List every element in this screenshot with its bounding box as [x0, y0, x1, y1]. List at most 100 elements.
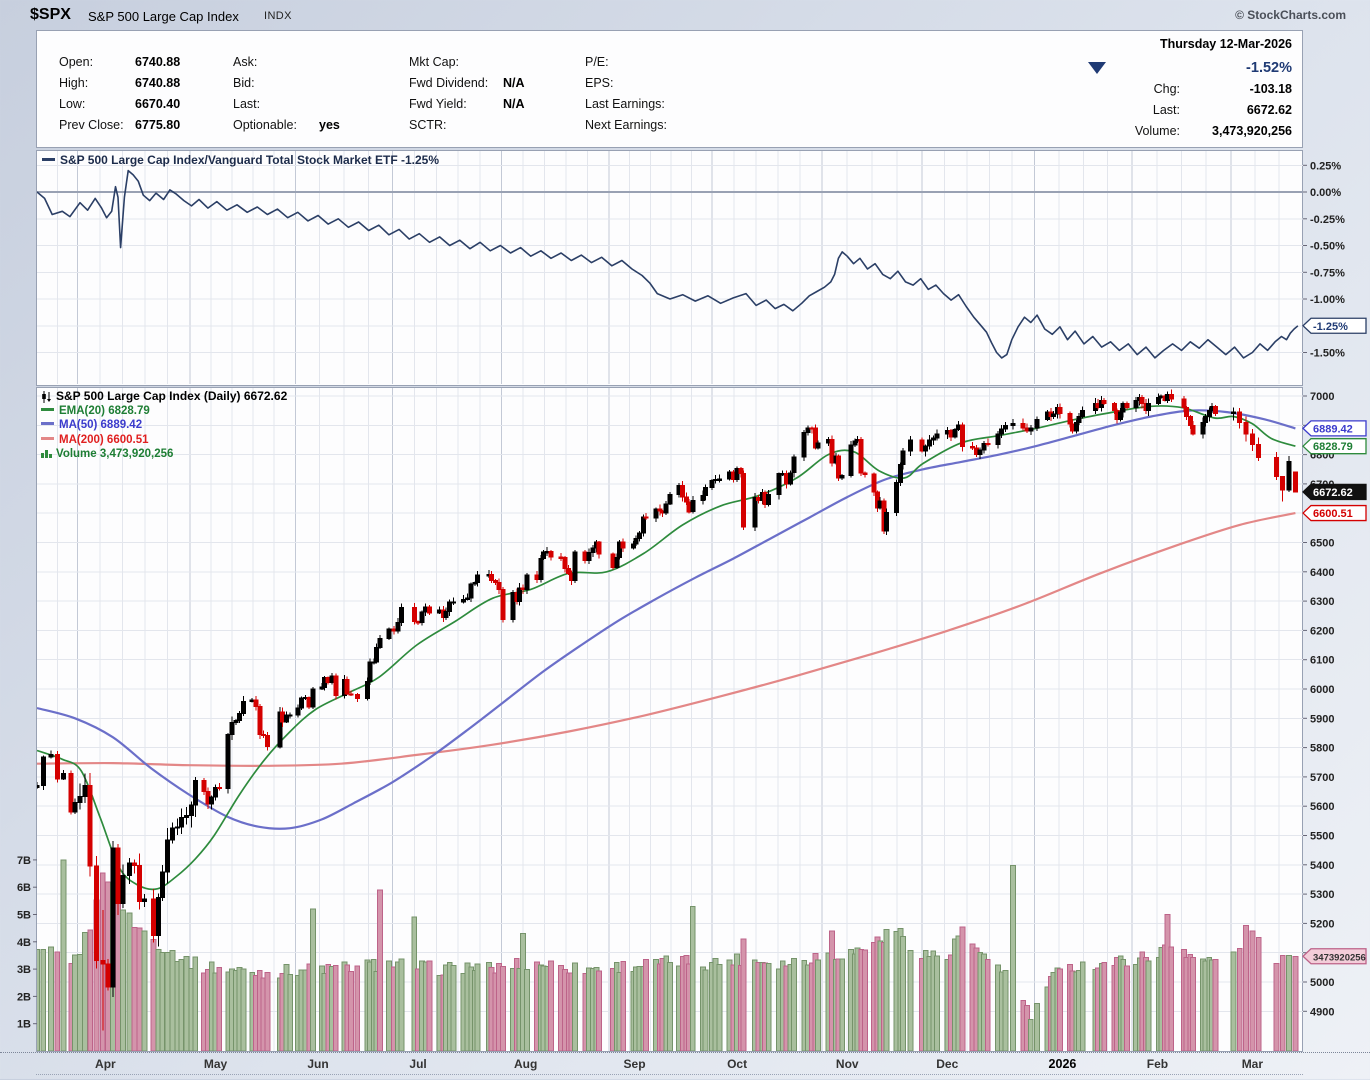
svg-text:7B: 7B	[17, 855, 31, 867]
month-label-aug: Aug	[514, 1057, 538, 1071]
svg-text:4B: 4B	[17, 937, 31, 949]
quote-field: EPS:	[585, 76, 614, 90]
ratio-legend-value: -1.25%	[401, 153, 440, 167]
svg-text:-0.75%: -0.75%	[1310, 267, 1345, 279]
month-label-nov: Nov	[835, 1057, 859, 1071]
chg-value: -103.18	[1249, 81, 1292, 96]
svg-text:6300: 6300	[1310, 596, 1334, 608]
svg-text:2B: 2B	[17, 991, 31, 1003]
svg-text:6800: 6800	[1310, 450, 1334, 462]
last-value: 6672.62	[1246, 102, 1292, 117]
svg-text:5500: 5500	[1310, 831, 1334, 843]
quote-field: Open: 6740.88	[59, 55, 181, 69]
quote-column-earnings: P/E: EPS: Last Earnings: Next Earnings:	[585, 55, 683, 139]
svg-text:6500: 6500	[1310, 538, 1334, 550]
ma-legend-ma200: MA(200) 6600.51	[41, 433, 287, 448]
month-label-may: May	[203, 1057, 228, 1071]
quote-date: Thursday 12-Mar-2026	[1159, 37, 1292, 51]
volume-legend-value: 3,473,920,256	[99, 448, 174, 460]
quote-column-fundamentals: Mkt Cap: Fwd Dividend: N/A Fwd Yield: N/A SCT…	[409, 55, 525, 139]
svg-text:-1.25%: -1.25%	[1310, 321, 1345, 333]
x-axis-strip: Apr May Jun Jul Aug Sep Oct Nov Dec 2026 Feb Mar	[0, 1052, 1370, 1080]
price-chart-last: 6672.62	[243, 389, 288, 403]
svg-text:-0.50%: -0.50%	[1310, 241, 1345, 253]
title-bar: $SPX S&P 500 Large Cap Index INDX © Stoc…	[0, 0, 1370, 28]
svg-text:6600: 6600	[1310, 508, 1334, 520]
price-chart-title: S&P 500 Large Cap Index (Daily)	[56, 389, 241, 403]
volume-icon	[41, 450, 52, 459]
month-label-dec: Dec	[936, 1057, 959, 1071]
quote-column-price: Open: 6740.88 High: 6740.88 Low: 6670.40 Prev …	[59, 55, 180, 139]
svg-text:-1.00%: -1.00%	[1310, 294, 1345, 306]
svg-text:5900: 5900	[1310, 713, 1334, 725]
month-label-feb: Feb	[1146, 1057, 1169, 1071]
month-label-oct: Oct	[727, 1057, 748, 1071]
svg-text:-1.25%: -1.25%	[1313, 321, 1348, 333]
price-legend: S&P 500 Large Cap Index (Daily) 6672.62 …	[41, 389, 287, 462]
svg-text:0.00%: 0.00%	[1310, 187, 1341, 199]
svg-text:6828.79: 6828.79	[1313, 441, 1353, 453]
svg-text:6100: 6100	[1310, 655, 1334, 667]
svg-text:5B: 5B	[17, 910, 31, 922]
quote-field: Next Earnings:	[585, 118, 667, 132]
quote-field: Mkt Cap:	[409, 55, 460, 69]
month-label-apr: Apr	[95, 1057, 116, 1071]
stockcharts-credit: © StockCharts.com	[1235, 8, 1346, 22]
volume-value: 3,473,920,256	[1212, 123, 1292, 138]
percent-change: -1.52%	[1246, 59, 1292, 76]
quote-field: High: 6740.88	[59, 76, 181, 90]
quote-field: Last Earnings:	[585, 97, 665, 111]
svg-text:5300: 5300	[1310, 889, 1334, 901]
last-label: Last:	[1152, 102, 1180, 117]
svg-text:6900: 6900	[1310, 420, 1334, 432]
quote-field: Optionable: yes	[233, 118, 340, 132]
candlestick-icon	[42, 390, 51, 403]
svg-text:6889.42: 6889.42	[1313, 423, 1353, 435]
quote-field: P/E:	[585, 55, 609, 69]
quote-field: Prev Close: 6775.80	[59, 118, 181, 132]
quote-field: Fwd Yield: N/A	[409, 97, 525, 111]
ratio-legend-title: S&P 500 Large Cap Index/Vanguard Total S…	[60, 153, 398, 167]
svg-text:6000: 6000	[1310, 684, 1334, 696]
quote-summary: Thursday 12-Mar-2026 -1.52% Chg: -103.18…	[1088, 37, 1292, 141]
ma-legend-ema20: EMA(20) 6828.79	[41, 404, 287, 419]
quote-field: Fwd Dividend: N/A	[409, 76, 525, 90]
month-label-2026: 2026	[1048, 1057, 1077, 1071]
svg-text:5800: 5800	[1310, 743, 1334, 755]
symbol-name: S&P 500 Large Cap Index	[88, 9, 239, 24]
svg-text:3473920256: 3473920256	[1313, 952, 1366, 963]
svg-text:5600: 5600	[1310, 801, 1334, 813]
svg-text:5200: 5200	[1310, 918, 1334, 930]
ratio-chart-panel[interactable]	[36, 150, 1303, 386]
svg-text:6400: 6400	[1310, 567, 1334, 579]
svg-text:-1.50%: -1.50%	[1310, 348, 1345, 360]
svg-text:6200: 6200	[1310, 625, 1334, 637]
svg-text:1B: 1B	[17, 1019, 31, 1031]
month-label-mar: Mar	[1241, 1057, 1264, 1071]
svg-text:4900: 4900	[1310, 1006, 1334, 1018]
chg-label: Chg:	[1153, 81, 1180, 96]
month-label-jul: Jul	[409, 1057, 427, 1071]
ma-legend-rows: EMA(20) 6828.79 MA(50) 6889.42 MA(200) 660…	[41, 404, 287, 448]
down-arrow-icon	[1088, 61, 1106, 74]
svg-text:6700: 6700	[1310, 479, 1334, 491]
svg-text:5000: 5000	[1310, 977, 1334, 989]
svg-text:5400: 5400	[1310, 860, 1334, 872]
quote-field: Low: 6670.40	[59, 97, 181, 111]
month-label-jun: Jun	[307, 1057, 329, 1071]
quote-field: Ask:	[233, 55, 258, 69]
quote-panel: Open: 6740.88 High: 6740.88 Low: 6670.40 Prev …	[36, 30, 1303, 148]
volume-label: Volume:	[1134, 123, 1180, 138]
quote-field: SCTR:	[409, 118, 447, 132]
svg-text:0.25%: 0.25%	[1310, 160, 1341, 172]
ma-legend-ma50: MA(50) 6889.42	[41, 418, 287, 433]
ratio-legend: S&P 500 Large Cap Index/Vanguard Total S…	[42, 153, 439, 167]
svg-text:-0.25%: -0.25%	[1310, 214, 1345, 226]
symbol-exchange: INDX	[264, 10, 292, 22]
quote-field: Bid:	[233, 76, 255, 90]
quote-column-trade: Ask: Bid: Last: Optionable: yes	[233, 55, 340, 139]
svg-text:5700: 5700	[1310, 772, 1334, 784]
svg-text:5100: 5100	[1310, 948, 1334, 960]
svg-text:6672.62: 6672.62	[1313, 487, 1353, 499]
price-chart-panel[interactable]	[36, 387, 1303, 1052]
